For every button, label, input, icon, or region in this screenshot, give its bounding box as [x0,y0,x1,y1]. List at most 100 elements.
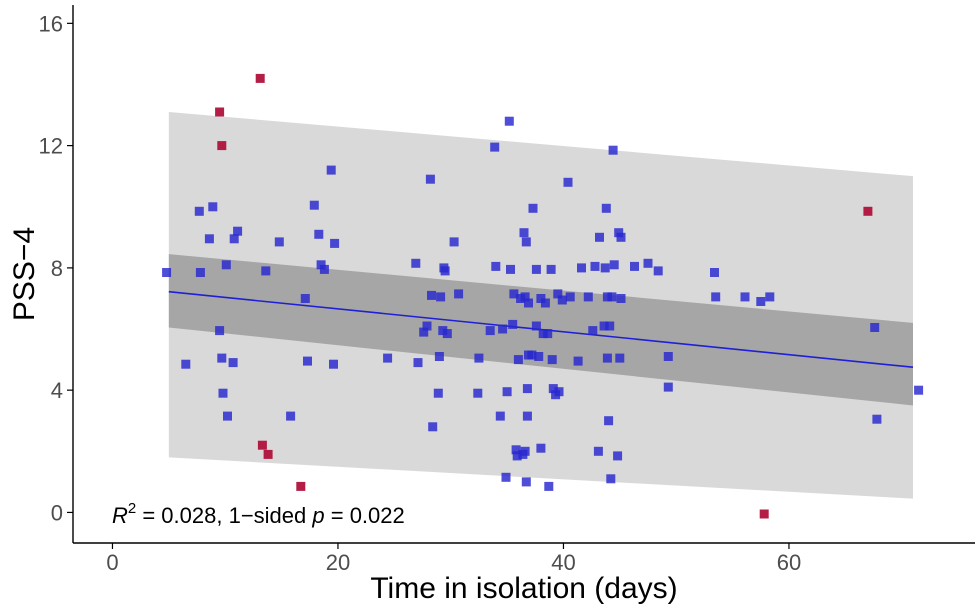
data-point [616,232,626,242]
data-point [511,445,521,455]
data-point [425,174,435,184]
data-point [540,298,550,308]
r2-symbol: R [112,503,128,528]
data-point [454,289,464,299]
data-point [427,290,436,300]
data-point [419,327,429,337]
data-point [601,203,611,213]
data-point [548,384,558,394]
data-point [204,234,214,244]
outlier-point [296,481,306,491]
data-point [600,263,610,273]
fit-annotation: R2 = 0.028, 1−sided p = 0.022 [112,500,405,528]
data-point [653,266,663,276]
data-point [434,352,444,361]
data-point [218,388,228,398]
data-point [553,289,563,299]
data-point [536,443,546,453]
data-point [613,451,623,461]
data-point [519,228,529,238]
data-point [326,165,336,175]
data-point [223,411,232,421]
outlier-point [863,206,873,216]
data-point [233,226,243,236]
x-tick-label: 40 [551,550,575,575]
data-point [208,202,218,212]
data-point [544,481,554,491]
data-point [870,323,880,332]
data-point [504,116,514,126]
y-tick-label: 0 [51,500,63,525]
data-point [509,289,519,299]
data-point [599,321,609,331]
data-point [588,326,598,336]
data-point [300,294,310,303]
data-point [495,411,505,421]
data-point [329,359,338,369]
data-point [490,142,500,152]
data-point [229,234,239,244]
data-point [194,206,204,216]
x-tick-label: 0 [106,550,118,575]
data-point [543,329,553,339]
data-point [508,319,518,329]
data-point [606,474,616,484]
data-point [383,353,393,363]
data-point [740,292,750,302]
data-point [663,382,673,392]
data-point [524,350,533,360]
data-point [604,416,614,426]
data-point [442,329,452,339]
data-point [521,237,531,247]
data-point [593,446,603,456]
x-tick-label: 60 [777,550,801,575]
data-point [314,229,324,239]
data-point [440,266,450,276]
data-point [491,261,501,271]
data-point [286,411,296,421]
data-point [436,292,446,302]
data-point [433,388,443,398]
data-point [554,387,564,397]
data-point [595,232,604,242]
data-point [765,292,775,302]
data-point [608,145,618,155]
outlier-point [255,73,265,83]
data-point [528,203,538,213]
data-point [522,411,532,421]
ticks-layer: 0 20 40 60 0 4 8 12 16 [39,11,802,575]
data-point [520,446,530,456]
data-point [557,295,567,305]
outlier-point [217,141,227,151]
data-point [615,353,625,363]
data-point [609,260,619,270]
data-point [547,355,557,365]
data-point [474,353,484,363]
data-point [261,266,271,276]
data-point [710,268,719,277]
p-symbol: p [311,503,324,528]
data-point [573,356,583,366]
data-point [221,260,231,270]
outlier-point [257,440,267,450]
data-point [228,358,238,368]
data-point [411,258,421,268]
outlier-point [215,107,225,117]
data-point [330,238,340,248]
data-point [522,384,532,394]
data-point [546,264,556,274]
data-point [602,353,612,363]
data-point [614,228,624,238]
data-point [711,292,721,302]
data-point [565,292,575,302]
data-point [428,422,438,432]
y-tick-label: 4 [51,378,63,403]
data-point [274,237,284,247]
data-point [485,326,495,336]
data-point [521,477,531,487]
y-axis-title: PSS−4 [8,227,41,321]
data-point [215,326,225,336]
data-point [181,359,191,369]
data-point [756,297,766,306]
x-tick-label: 20 [326,550,350,575]
